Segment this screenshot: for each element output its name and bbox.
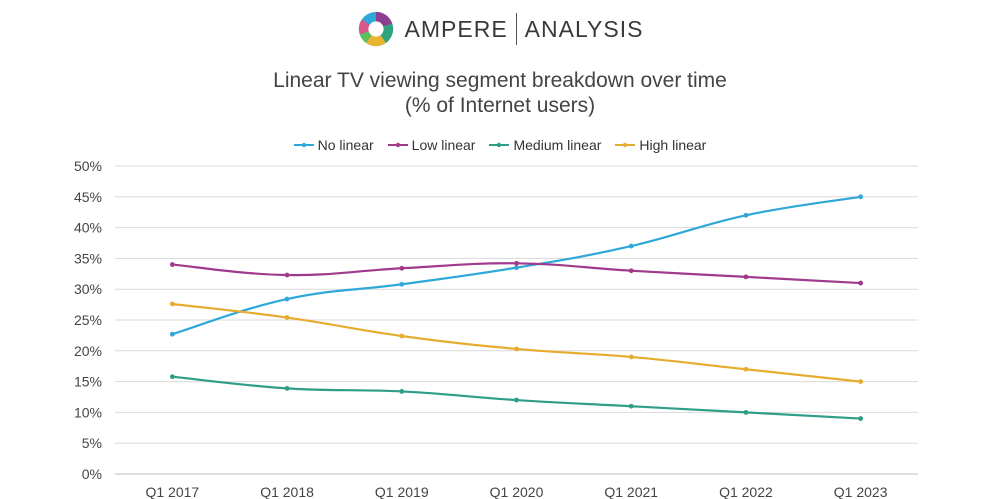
data-point-low-linear — [514, 260, 519, 266]
data-point-medium-linear — [628, 403, 634, 409]
data-point-low-linear — [628, 268, 634, 274]
y-tick-label: 45% — [74, 189, 102, 205]
legend-swatch-low-linear — [387, 142, 408, 148]
data-point-no-linear — [858, 194, 864, 200]
y-tick-label: 5% — [82, 435, 102, 451]
brand-name: AMPERE ANALYSIS — [405, 13, 644, 45]
data-point-high-linear — [169, 301, 175, 307]
data-point-high-linear — [514, 346, 519, 352]
data-point-high-linear — [628, 354, 634, 360]
brand-name-right: ANALYSIS — [524, 15, 644, 42]
data-point-high-linear — [284, 315, 290, 320]
ampere-logo-icon — [358, 11, 393, 47]
x-tick-label: Q1 2021 — [604, 484, 658, 499]
chart-title: Linear TV viewing segment breakdown over… — [273, 69, 727, 92]
legend-item-no-linear: No linear — [293, 137, 374, 153]
data-point-medium-linear — [858, 416, 864, 421]
brand-separator — [515, 13, 517, 45]
data-point-high-linear — [399, 333, 405, 339]
x-tick-label: Q1 2023 — [834, 484, 888, 499]
data-point-no-linear — [284, 296, 290, 302]
y-tick-label: 15% — [74, 374, 102, 390]
chart-subtitle: (% of Internet users) — [404, 94, 596, 117]
y-tick-label: 20% — [74, 343, 102, 359]
data-point-low-linear — [399, 265, 405, 271]
data-point-high-linear — [743, 366, 749, 372]
data-point-low-linear — [743, 274, 749, 280]
data-point-low-linear — [858, 280, 864, 286]
data-point-no-linear — [628, 243, 634, 249]
legend-label: High linear — [639, 137, 707, 153]
data-point-high-linear — [858, 379, 864, 384]
chart-legend: No linear Low linear Medium linear High lin… — [0, 137, 1000, 153]
data-point-no-linear — [399, 281, 405, 287]
y-tick-label: 30% — [74, 281, 102, 297]
y-tick-label: 25% — [74, 312, 102, 328]
y-tick-label: 0% — [82, 466, 102, 482]
data-point-medium-linear — [169, 374, 175, 380]
x-tick-label: Q1 2019 — [375, 484, 429, 499]
legend-label: Low linear — [411, 137, 476, 153]
x-tick-label: Q1 2017 — [145, 484, 199, 499]
data-point-no-linear — [514, 265, 519, 271]
y-tick-label: 50% — [74, 158, 102, 174]
legend-swatch-medium-linear — [489, 142, 510, 148]
series-line-high-linear — [172, 302, 861, 383]
legend-label: No linear — [317, 137, 374, 153]
data-point-medium-linear — [284, 385, 290, 391]
y-tick-label: 35% — [74, 250, 102, 266]
x-tick-label: Q1 2022 — [719, 484, 773, 499]
legend-swatch-high-linear — [615, 142, 636, 148]
x-tick-label: Q1 2020 — [490, 484, 544, 499]
data-point-medium-linear — [399, 389, 405, 394]
brand-header: AMPERE ANALYSIS — [0, 8, 1000, 50]
legend-item-low-linear: Low linear — [387, 137, 476, 153]
legend-label: Medium linear — [513, 137, 602, 153]
data-point-low-linear — [169, 262, 175, 267]
data-point-no-linear — [169, 331, 175, 337]
brand-name-left: AMPERE — [404, 15, 508, 42]
data-point-medium-linear — [743, 410, 749, 415]
y-tick-label: 10% — [74, 404, 102, 420]
data-point-no-linear — [743, 212, 749, 218]
legend-swatch-no-linear — [293, 142, 314, 148]
data-point-low-linear — [284, 272, 290, 278]
legend-item-medium-linear: Medium linear — [489, 137, 601, 153]
x-tick-label: Q1 2018 — [260, 484, 314, 499]
y-tick-label: 40% — [74, 220, 102, 236]
legend-item-high-linear: High linear — [615, 137, 706, 153]
data-point-medium-linear — [514, 397, 519, 403]
